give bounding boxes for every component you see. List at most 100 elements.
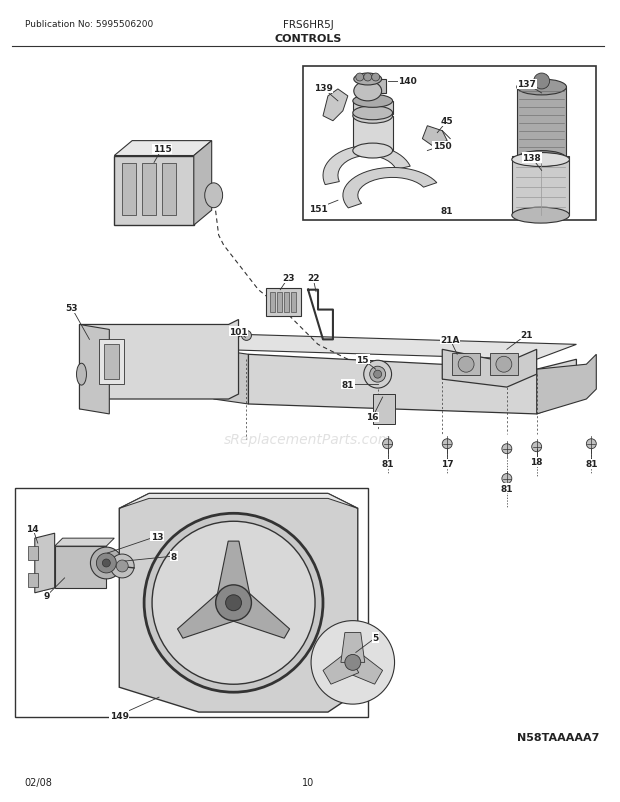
Circle shape xyxy=(242,331,252,341)
Text: 21A: 21A xyxy=(440,335,460,344)
Text: 10: 10 xyxy=(302,776,314,787)
Text: 22: 22 xyxy=(307,274,319,283)
Text: 81: 81 xyxy=(500,484,513,493)
Ellipse shape xyxy=(353,95,392,108)
Circle shape xyxy=(364,361,392,389)
Circle shape xyxy=(496,357,512,373)
Polygon shape xyxy=(35,533,55,593)
Text: FRS6HR5J: FRS6HR5J xyxy=(283,20,334,30)
Text: 5: 5 xyxy=(373,634,379,642)
Circle shape xyxy=(587,439,596,449)
Text: 81: 81 xyxy=(381,460,394,468)
Bar xyxy=(353,116,392,152)
Polygon shape xyxy=(341,633,365,662)
Text: sReplacementParts.com: sReplacementParts.com xyxy=(224,432,392,446)
Circle shape xyxy=(226,595,242,611)
Polygon shape xyxy=(537,354,596,415)
Polygon shape xyxy=(216,541,252,603)
Bar xyxy=(104,345,119,379)
Polygon shape xyxy=(323,147,410,185)
Bar xyxy=(517,88,567,160)
Text: 150: 150 xyxy=(433,142,451,151)
Text: 17: 17 xyxy=(441,460,454,468)
Ellipse shape xyxy=(354,82,382,102)
Polygon shape xyxy=(343,168,437,209)
Text: CONTROLS: CONTROLS xyxy=(275,34,342,44)
Polygon shape xyxy=(214,335,577,360)
Polygon shape xyxy=(224,588,290,638)
Bar xyxy=(452,354,480,375)
Bar xyxy=(303,67,596,221)
Circle shape xyxy=(102,559,110,567)
Text: 81: 81 xyxy=(342,380,354,389)
Text: Publication No: 5995506200: Publication No: 5995506200 xyxy=(25,20,153,30)
Text: 21: 21 xyxy=(520,330,533,339)
Circle shape xyxy=(216,585,252,621)
Polygon shape xyxy=(119,494,358,508)
Text: 23: 23 xyxy=(282,274,294,283)
Text: 138: 138 xyxy=(522,154,541,163)
Bar xyxy=(28,573,38,587)
Bar xyxy=(353,102,392,115)
Text: 139: 139 xyxy=(314,84,332,93)
Circle shape xyxy=(370,367,386,383)
Text: 16: 16 xyxy=(366,413,379,422)
Bar xyxy=(277,292,282,312)
Bar xyxy=(15,489,368,717)
Text: 14: 14 xyxy=(27,524,39,533)
Ellipse shape xyxy=(512,153,569,168)
Text: 151: 151 xyxy=(309,205,327,213)
Ellipse shape xyxy=(353,107,392,120)
Bar xyxy=(142,164,156,216)
Circle shape xyxy=(502,444,512,454)
Circle shape xyxy=(117,561,128,572)
Bar xyxy=(512,156,569,216)
Polygon shape xyxy=(177,588,242,638)
Text: 9: 9 xyxy=(43,592,50,601)
Polygon shape xyxy=(442,350,537,387)
Circle shape xyxy=(443,207,451,215)
Circle shape xyxy=(364,74,372,82)
Bar xyxy=(28,546,38,561)
Polygon shape xyxy=(323,652,359,684)
Ellipse shape xyxy=(517,80,567,95)
Polygon shape xyxy=(194,141,211,226)
Text: 53: 53 xyxy=(65,304,78,313)
Ellipse shape xyxy=(354,74,382,86)
Text: 45: 45 xyxy=(441,117,454,126)
Text: 140: 140 xyxy=(398,77,417,87)
Circle shape xyxy=(152,521,315,684)
Text: N58TAAAAA7: N58TAAAAA7 xyxy=(517,732,599,742)
Circle shape xyxy=(458,357,474,373)
Bar xyxy=(114,156,194,226)
Ellipse shape xyxy=(517,152,567,168)
Text: 81: 81 xyxy=(441,206,453,216)
Ellipse shape xyxy=(512,208,569,224)
Circle shape xyxy=(91,548,122,579)
Ellipse shape xyxy=(353,144,392,159)
Bar xyxy=(373,395,394,424)
Ellipse shape xyxy=(205,184,223,209)
Polygon shape xyxy=(249,354,577,415)
Text: 13: 13 xyxy=(151,532,163,541)
Text: 02/08: 02/08 xyxy=(25,776,53,787)
Polygon shape xyxy=(214,350,249,404)
Polygon shape xyxy=(119,494,358,712)
Bar xyxy=(99,340,124,385)
Bar xyxy=(284,292,289,312)
Bar xyxy=(162,164,176,216)
Circle shape xyxy=(96,553,117,573)
Text: 101: 101 xyxy=(229,327,248,337)
Text: 8: 8 xyxy=(170,552,177,561)
Ellipse shape xyxy=(353,109,392,124)
Circle shape xyxy=(374,371,382,379)
Circle shape xyxy=(502,474,512,484)
Circle shape xyxy=(383,439,392,449)
Text: 18: 18 xyxy=(531,458,543,467)
Text: 137: 137 xyxy=(517,80,536,89)
Polygon shape xyxy=(79,320,239,410)
Circle shape xyxy=(534,74,549,90)
Circle shape xyxy=(532,442,542,452)
Circle shape xyxy=(311,621,394,704)
Text: 115: 115 xyxy=(153,145,171,154)
